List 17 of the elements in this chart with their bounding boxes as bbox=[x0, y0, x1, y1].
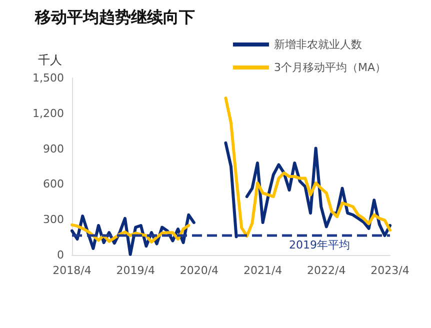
ref-line-label: 2019年平均 bbox=[289, 238, 350, 252]
y-tick-label: 1,500 bbox=[32, 72, 64, 84]
legend-label: 3个月移动平均（MA） bbox=[274, 61, 386, 74]
x-tick-label: 2020/4 bbox=[180, 264, 219, 277]
x-tick-label: 2023/4 bbox=[370, 264, 410, 277]
y-tick-label: 600 bbox=[43, 178, 64, 191]
y-tick-label: 1,200 bbox=[32, 106, 64, 120]
x-tick-label: 2022/4 bbox=[307, 264, 346, 277]
x-tick-label: 2019/4 bbox=[116, 264, 155, 277]
x-tick-label: 2018/4 bbox=[52, 264, 92, 277]
legend-label: 新增非农就业人数 bbox=[274, 38, 362, 51]
chart-title: 移动平均趋势继续向下 bbox=[34, 8, 195, 26]
y-tick-label: 0 bbox=[57, 248, 64, 262]
y-axis-title: 千人 bbox=[38, 53, 62, 67]
y-tick-label: 300 bbox=[43, 213, 64, 226]
y-tick-label: 900 bbox=[43, 142, 64, 156]
x-tick-label: 2021/4 bbox=[243, 264, 282, 277]
